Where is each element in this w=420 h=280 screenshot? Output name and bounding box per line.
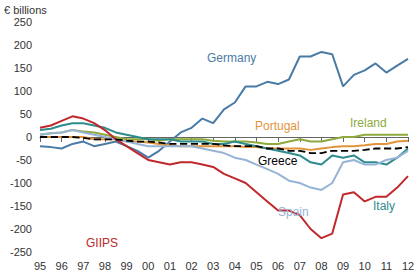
svg-text:Portugal: Portugal (255, 119, 300, 133)
svg-text:02: 02 (185, 260, 197, 272)
svg-text:150: 150 (14, 62, 32, 74)
svg-text:GIIPS: GIIPS (86, 236, 118, 250)
svg-text:06: 06 (272, 260, 284, 272)
svg-text:10: 10 (359, 260, 371, 272)
svg-text:250: 250 (14, 16, 32, 28)
svg-text:05: 05 (250, 260, 262, 272)
svg-text:00: 00 (142, 260, 154, 272)
svg-text:09: 09 (337, 260, 349, 272)
svg-text:04: 04 (229, 260, 241, 272)
svg-text:12: 12 (402, 260, 414, 272)
svg-text:03: 03 (207, 260, 219, 272)
svg-text:€ billions: € billions (4, 4, 47, 16)
svg-text:-50: -50 (16, 154, 32, 166)
svg-text:200: 200 (14, 39, 32, 51)
svg-text:07: 07 (294, 260, 306, 272)
svg-text:0: 0 (26, 131, 32, 143)
svg-text:-250: -250 (10, 246, 32, 258)
svg-text:95: 95 (34, 260, 46, 272)
svg-text:08: 08 (315, 260, 327, 272)
svg-text:Germany: Germany (207, 51, 256, 65)
svg-text:Italy: Italy (373, 199, 395, 213)
svg-text:-200: -200 (10, 223, 32, 235)
svg-text:96: 96 (56, 260, 68, 272)
svg-text:11: 11 (381, 260, 392, 272)
svg-text:01: 01 (164, 260, 176, 272)
svg-text:-150: -150 (10, 200, 32, 212)
svg-text:Ireland: Ireland (350, 116, 387, 130)
svg-text:50: 50 (20, 108, 32, 120)
svg-text:-100: -100 (10, 177, 32, 189)
svg-text:Spain: Spain (278, 205, 309, 219)
svg-text:100: 100 (14, 85, 32, 97)
svg-text:99: 99 (120, 260, 132, 272)
svg-text:98: 98 (99, 260, 111, 272)
svg-text:Greece: Greece (258, 154, 298, 168)
svg-text:97: 97 (77, 260, 89, 272)
